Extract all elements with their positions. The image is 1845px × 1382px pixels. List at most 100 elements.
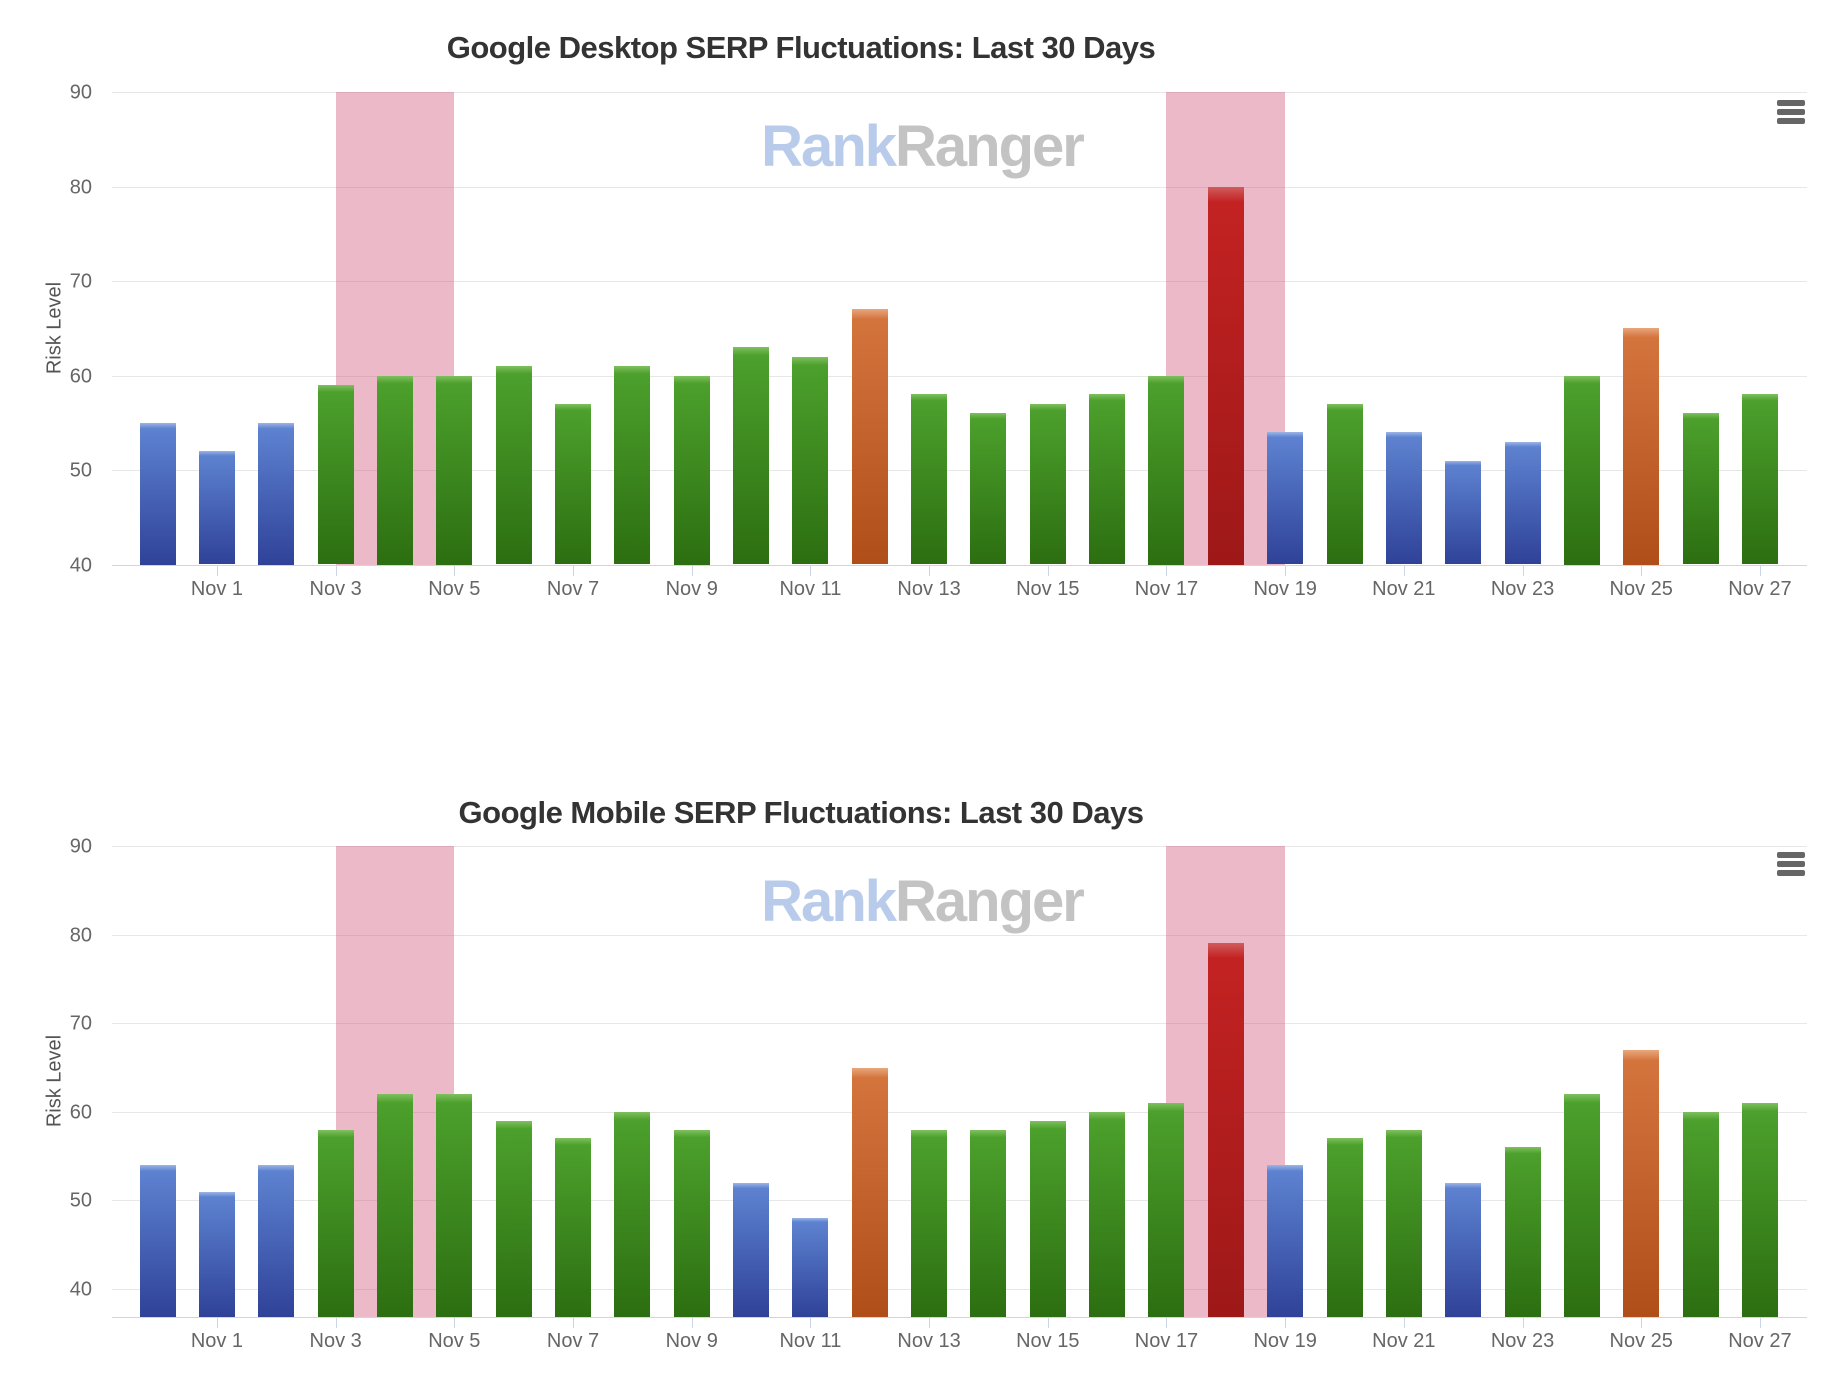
bar-nov-4	[376, 375, 413, 565]
bar-nov-25	[1623, 328, 1660, 565]
mobile-export-menu-button[interactable]	[1777, 852, 1805, 876]
y-tick-label: 60	[69, 365, 92, 387]
x-tick	[573, 1317, 574, 1328]
bar-nov-24	[1563, 1094, 1600, 1317]
x-tick	[1166, 1317, 1168, 1328]
bar-nov-21	[1385, 432, 1422, 565]
y-tick-label: 70	[69, 270, 92, 293]
bar-nov-6	[495, 366, 532, 565]
x-tick	[454, 1317, 456, 1328]
y-tick-label: 70	[69, 1012, 92, 1035]
bar-nov-13	[911, 1129, 948, 1317]
hamburger-menu-icon	[1777, 100, 1805, 124]
x-tick	[1759, 1317, 1761, 1328]
bar-nov-9	[673, 1129, 710, 1317]
logo-rank-text: Rank	[761, 114, 897, 179]
bar-nov-7	[555, 1138, 591, 1317]
grid-line-90	[112, 846, 1807, 847]
bar-nov-4	[376, 1094, 413, 1317]
x-tick-label: Nov 9	[665, 577, 718, 600]
bar-nov-10	[733, 347, 770, 565]
x-tick-label: Nov 21	[1372, 1330, 1436, 1352]
logo-rank-text: Rank	[761, 869, 897, 934]
hamburger-menu-icon	[1777, 852, 1805, 876]
x-tick	[810, 1317, 812, 1328]
x-tick	[1047, 564, 1049, 576]
x-tick-label: Nov 15	[1016, 577, 1080, 600]
bar-nov-16	[1089, 1111, 1126, 1317]
x-tick-label: Nov 11	[779, 577, 842, 600]
logo-ranger-text: Ranger	[895, 114, 1085, 179]
bar-nov-26	[1682, 1111, 1719, 1317]
y-tick-label: 50	[69, 1189, 92, 1212]
bar-nov-16	[1089, 394, 1126, 565]
grid-line-60	[112, 375, 1807, 377]
bar-nov-24	[1563, 375, 1600, 565]
bar-nov-13	[911, 394, 948, 565]
x-tick	[335, 1317, 337, 1328]
x-tick	[1522, 1317, 1524, 1328]
desktop-export-menu-button[interactable]	[1777, 100, 1805, 124]
bar-nov-21	[1385, 1129, 1422, 1317]
grid-line-80	[112, 186, 1807, 188]
x-tick-label: Nov 17	[1134, 577, 1199, 600]
bar-nov-19	[1267, 1164, 1304, 1317]
grid-line-40	[112, 1289, 1807, 1290]
bar-nov-23	[1504, 1147, 1541, 1317]
x-tick-label: Nov 25	[1609, 1330, 1673, 1352]
x-tick	[1403, 564, 1405, 576]
x-tick	[1522, 564, 1524, 576]
x-tick-label: Nov 5	[428, 1330, 481, 1352]
rankranger-logo: RankRanger	[761, 873, 1085, 931]
bar-nov-18	[1207, 186, 1244, 565]
bar-nov-8	[614, 366, 651, 565]
x-tick-label: Nov 19	[1253, 577, 1317, 600]
bar-nov-15	[1029, 403, 1066, 565]
y-tick-label: 80	[69, 176, 92, 198]
x-tick-label: Nov 3	[309, 1330, 362, 1352]
x-tick	[1166, 564, 1168, 576]
y-tick-label: 40	[69, 1278, 92, 1301]
bar-nov-7	[555, 403, 591, 565]
logo-ranger-text: Ranger	[895, 869, 1085, 934]
bar-nov-15	[1029, 1120, 1066, 1317]
grid-line-60	[112, 1111, 1807, 1113]
x-tick	[335, 564, 337, 576]
x-tick-label: Nov 7	[546, 1330, 600, 1352]
bar-nov-10	[733, 1182, 770, 1317]
bar-nov-1	[198, 451, 235, 565]
grid-line-80	[112, 934, 1807, 936]
x-tick	[1047, 1317, 1049, 1328]
grid-line-50	[112, 470, 1807, 471]
bar-nov-26	[1682, 413, 1719, 565]
y-tick-label: 90	[69, 835, 92, 858]
x-tick-label: Nov 13	[897, 577, 961, 600]
bar-oct-31	[139, 422, 176, 565]
x-tick	[1285, 564, 1287, 576]
bar-nov-3	[317, 1129, 354, 1317]
y-tick-label: 50	[69, 459, 92, 482]
bar-oct-31	[139, 1164, 176, 1317]
x-tick-label: Nov 21	[1372, 577, 1436, 600]
bar-nov-1	[198, 1191, 235, 1317]
bar-nov-2	[258, 1164, 295, 1317]
x-tick	[216, 564, 218, 576]
x-axis-line	[112, 564, 1807, 566]
x-tick	[810, 564, 812, 576]
desktop-chart-title: Google Desktop SERP Fluctuations: Last 3…	[446, 30, 1156, 65]
x-tick	[216, 1317, 218, 1328]
x-tick-label: Nov 5	[428, 577, 481, 600]
y-tick-label: 80	[69, 924, 92, 947]
x-tick	[1285, 1317, 1287, 1328]
x-tick-label: Nov 25	[1609, 577, 1673, 600]
grid-line-70	[112, 281, 1807, 282]
bar-nov-25	[1623, 1049, 1660, 1317]
bar-nov-12	[851, 309, 888, 565]
x-tick-label: Nov 1	[190, 577, 244, 600]
bar-nov-5	[436, 1094, 473, 1317]
bar-nov-6	[495, 1120, 532, 1317]
x-tick-label: Nov 7	[546, 577, 600, 600]
x-tick	[691, 1317, 693, 1328]
y-tick-label: 60	[69, 1101, 92, 1124]
